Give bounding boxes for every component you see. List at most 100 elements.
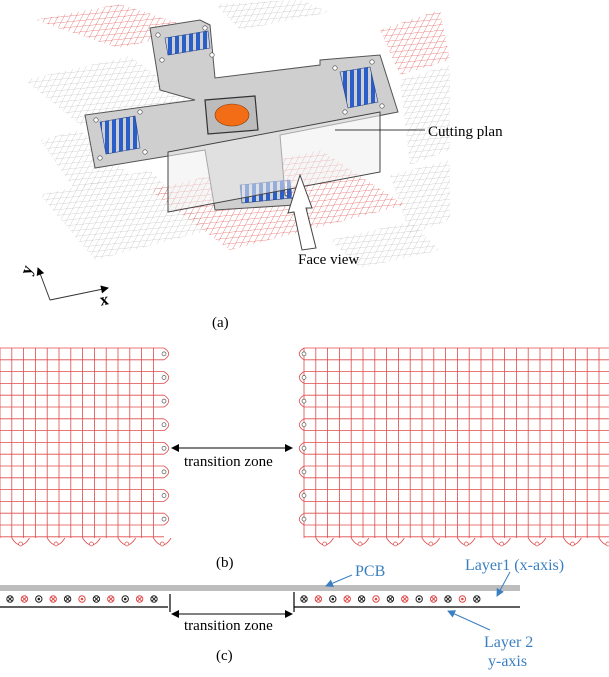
- via-marker: [18, 541, 23, 547]
- conductor-cross: [50, 596, 56, 602]
- conductor-dot: [37, 597, 41, 601]
- via-marker: [161, 351, 167, 357]
- conductor-cross: [137, 596, 142, 602]
- conductor-cross: [151, 596, 157, 602]
- via-marker: [301, 493, 307, 498]
- conductor-cross: [388, 596, 393, 602]
- caption-a: (a): [212, 315, 229, 331]
- center-disc: [214, 103, 250, 127]
- via-marker: [161, 469, 167, 475]
- tile-gray-left-2: [40, 130, 130, 190]
- conductor-row-left: [6, 595, 158, 603]
- conductor-cross: [108, 596, 114, 602]
- axis-y-label: y: [16, 262, 37, 277]
- conductor-dot: [123, 597, 127, 601]
- side-turn-loop: [298, 465, 305, 479]
- layer2-label-line1: Layer 2: [484, 634, 533, 651]
- side-turn-loop: [163, 489, 170, 502]
- face-view-arrow: [287, 173, 317, 251]
- side-turn-loop: [298, 489, 305, 502]
- coil-top: [164, 30, 211, 56]
- via-marker: [89, 541, 94, 547]
- coil-left: [99, 115, 141, 155]
- conductor-dot: [80, 597, 84, 601]
- conductor-cross: [301, 596, 307, 602]
- layer1-leader: [496, 571, 511, 597]
- cutting-plan-label: Cutting plan: [428, 124, 503, 140]
- pcb-board: [0, 585, 520, 591]
- conductor-dot: [417, 597, 421, 601]
- via-marker: [570, 541, 575, 547]
- tile-gray-top: [215, 0, 330, 30]
- via-marker: [301, 375, 307, 380]
- via-marker: [357, 541, 363, 547]
- side-turn-loop: [163, 512, 170, 526]
- via-marker: [428, 541, 434, 547]
- coil-right: [339, 66, 379, 109]
- screw-holes: [93, 25, 385, 161]
- conductor-cross: [316, 596, 321, 602]
- via-marker: [463, 541, 469, 547]
- via-marker: [161, 445, 167, 451]
- via-marker: [301, 422, 307, 428]
- conductor-dot: [374, 597, 378, 601]
- conductor-cross: [7, 596, 13, 602]
- panel-b-face-view: transition zone (b): [0, 347, 609, 571]
- side-turn-loop: [163, 371, 170, 384]
- side-turn-loop: [163, 394, 170, 408]
- conductor-cross: [359, 596, 364, 602]
- conductor-cross: [94, 596, 99, 602]
- transition-label-bg-b: [181, 452, 291, 470]
- conductor-cross: [22, 596, 27, 602]
- via-marker: [301, 469, 307, 475]
- tile-gray-right-2: [390, 160, 450, 235]
- pcb-leader: [325, 574, 353, 587]
- layer2-label-line2: y-axis: [488, 653, 527, 670]
- cutting-plane: [167, 111, 381, 213]
- side-turn-loop: [298, 512, 305, 526]
- via-marker: [534, 541, 540, 547]
- via-marker: [161, 493, 167, 498]
- panel-c-cross-section: transition zone PCB Layer1 (x-axis) Laye…: [0, 557, 564, 670]
- tile-red-top-right: [380, 10, 450, 75]
- via-marker: [53, 541, 59, 547]
- via-marker: [605, 541, 609, 547]
- side-turn-loop: [298, 394, 305, 408]
- side-turn-loop: [163, 465, 170, 479]
- panel-a-isometric-view: Cutting plan Face view y x (a): [16, 0, 503, 331]
- layer1-label: Layer1 (x-axis): [465, 557, 564, 574]
- via-marker: [301, 516, 307, 522]
- via-marker: [161, 398, 167, 404]
- conductor-dot: [331, 597, 335, 601]
- layer2-leader: [447, 610, 491, 631]
- via-marker: [159, 541, 165, 547]
- axes-indicator: y x: [16, 262, 110, 309]
- transition-label-b: transition zone: [184, 454, 273, 470]
- conductor-cross: [474, 596, 480, 602]
- via-marker: [161, 422, 167, 428]
- side-turn-loop: [298, 442, 305, 455]
- via-marker: [301, 398, 307, 404]
- conductor-cross: [445, 596, 451, 602]
- side-turn-loop: [163, 347, 170, 361]
- tile-gray-right: [400, 65, 450, 165]
- side-turn-loop: [163, 418, 170, 431]
- side-turn-loop: [298, 347, 305, 361]
- conductor-cross: [402, 596, 408, 602]
- face-view-label: Face view: [298, 252, 359, 268]
- coil-grid-right: [298, 347, 609, 547]
- coil-grid-left: [0, 347, 172, 547]
- via-marker: [301, 445, 307, 451]
- via-marker: [124, 541, 130, 547]
- via-marker: [499, 541, 504, 547]
- conductor-row-right: [300, 595, 481, 603]
- caption-c: (c): [216, 648, 233, 664]
- via-marker: [161, 516, 167, 522]
- conductor-dot: [461, 597, 464, 601]
- side-turn-loop: [298, 371, 305, 384]
- side-turn-loop: [163, 442, 170, 455]
- conductor-cross: [65, 596, 70, 602]
- via-marker: [161, 375, 167, 380]
- tile-gray-bottom-right: [330, 222, 440, 268]
